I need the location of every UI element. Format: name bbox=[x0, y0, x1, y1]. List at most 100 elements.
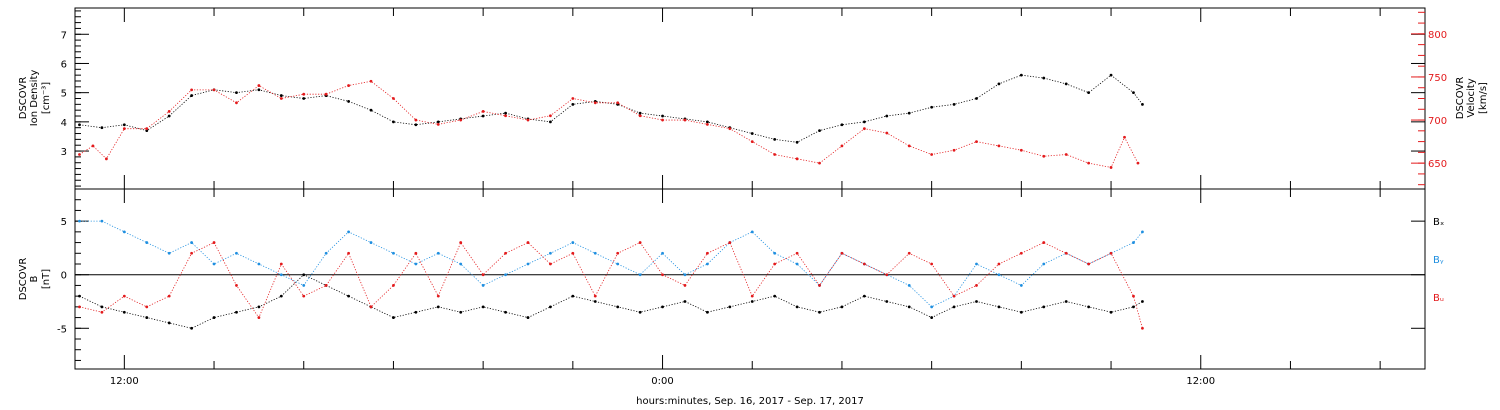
b-field-data-point bbox=[212, 316, 216, 319]
b-field-data-point bbox=[1087, 305, 1091, 309]
b-ylabel-line-2: B bbox=[29, 275, 40, 282]
density-data-point bbox=[818, 129, 821, 133]
velocity-data-point bbox=[1019, 148, 1023, 152]
panel-1-series bbox=[78, 73, 1144, 169]
density-data-point bbox=[1109, 73, 1113, 77]
b-field-data-point bbox=[840, 251, 844, 255]
b-field-data-point bbox=[167, 294, 171, 298]
density-data-point bbox=[549, 120, 552, 124]
b-field-data-point bbox=[257, 305, 261, 309]
density-data-point bbox=[975, 97, 978, 100]
b-field-data-point bbox=[616, 305, 620, 309]
b-field-data-point bbox=[997, 262, 1001, 266]
velocity-data-point bbox=[1123, 135, 1126, 139]
density-data-point bbox=[907, 111, 911, 115]
b-field-data-point bbox=[459, 241, 463, 244]
density-data-point bbox=[840, 123, 844, 127]
density-data-point bbox=[705, 120, 709, 124]
b-field-data-point bbox=[481, 284, 485, 287]
b-field-data-point bbox=[795, 251, 799, 255]
density-data-point bbox=[347, 100, 350, 103]
b-field-data-point bbox=[212, 241, 216, 244]
velocity-y-tick-label: 750 bbox=[1428, 73, 1447, 84]
velocity-data-point bbox=[952, 148, 956, 152]
b-field-data-point bbox=[392, 251, 395, 255]
velocity-data-point bbox=[459, 118, 463, 122]
density-data-point bbox=[145, 129, 149, 133]
b-field-data-point bbox=[997, 305, 1001, 309]
velocity-data-point bbox=[661, 118, 664, 122]
b-y-tick-label: 5 bbox=[61, 217, 67, 228]
b-field-data-point bbox=[347, 251, 350, 255]
b-field-data-point bbox=[279, 294, 283, 298]
b-field-data-point bbox=[862, 262, 866, 266]
b-field-data-point bbox=[750, 294, 754, 298]
b-field-data-point bbox=[885, 300, 889, 303]
x-tick-label: 12:00 bbox=[110, 376, 139, 387]
density-data-point bbox=[952, 102, 956, 106]
b-field-data-point bbox=[100, 305, 104, 309]
b-field-data-point bbox=[616, 262, 620, 266]
density-series-trace bbox=[79, 74, 1143, 143]
b-ylabel-line-1: DSCOVR bbox=[18, 258, 29, 301]
legend-bz: Bᵤ bbox=[1433, 293, 1444, 304]
velocity-data-point bbox=[190, 88, 194, 92]
b-field-data-point bbox=[661, 273, 664, 277]
b-field-data-point bbox=[122, 294, 126, 298]
density-y-axis: 3 4 5 6 7 bbox=[61, 10, 1425, 187]
panel-1-x-ticks bbox=[123, 8, 1381, 189]
velocity-data-point bbox=[862, 127, 866, 131]
b-field-data-point bbox=[481, 273, 485, 277]
b-field-data-point bbox=[1019, 310, 1023, 314]
b-field-data-point bbox=[1042, 262, 1046, 266]
density-data-point bbox=[862, 120, 866, 124]
b-field-data-point bbox=[1109, 310, 1113, 314]
b-field-data-point bbox=[235, 284, 238, 287]
b-field-data-point bbox=[683, 300, 687, 303]
b-field-data-point bbox=[705, 310, 709, 314]
b-field-data-point bbox=[885, 273, 889, 277]
b-field-data-point bbox=[728, 305, 732, 309]
velocity-data-point bbox=[795, 157, 799, 161]
density-ylabel-line-2: Ion Density bbox=[29, 70, 40, 127]
density-data-point bbox=[885, 114, 889, 118]
density-data-point bbox=[1019, 73, 1023, 77]
b-field-data-point bbox=[1132, 305, 1135, 309]
b-field-data-point bbox=[414, 262, 418, 266]
b-field-data-point bbox=[818, 310, 821, 314]
b-field-series-trace bbox=[79, 220, 1143, 308]
density-data-point bbox=[481, 114, 485, 118]
density-data-point bbox=[773, 137, 777, 141]
velocity-data-point bbox=[571, 97, 575, 100]
b-field-data-point bbox=[414, 251, 418, 255]
b-field-data-point bbox=[952, 305, 956, 309]
b-field-data-point bbox=[818, 284, 821, 287]
density-y-tick-label: 6 bbox=[61, 59, 67, 70]
b-field-data-point bbox=[436, 251, 440, 255]
velocity-data-point bbox=[145, 127, 149, 131]
b-field-data-point bbox=[279, 262, 283, 266]
b-field-data-point bbox=[279, 273, 283, 277]
velocity-data-point bbox=[705, 122, 709, 126]
b-field-series-trace bbox=[79, 274, 1143, 329]
velocity-data-point bbox=[235, 101, 238, 105]
density-data-point bbox=[638, 111, 642, 115]
density-y-tick-label: 4 bbox=[61, 118, 67, 129]
velocity-data-point bbox=[78, 153, 81, 156]
density-data-point bbox=[369, 108, 373, 112]
density-data-point bbox=[504, 111, 507, 115]
b-field-series-trace bbox=[79, 241, 1143, 329]
b-field-data-point bbox=[997, 273, 1001, 277]
velocity-data-point bbox=[683, 118, 687, 122]
b-field-data-point bbox=[750, 300, 754, 303]
density-data-point bbox=[414, 123, 418, 127]
panel-2-frame bbox=[74, 188, 1426, 370]
b-field-data-point bbox=[122, 230, 126, 234]
velocity-data-point bbox=[1042, 154, 1046, 158]
density-series-0 bbox=[78, 73, 1144, 144]
b-field-data-point bbox=[481, 305, 485, 309]
b-field-data-point bbox=[436, 294, 440, 298]
b-field-data-point bbox=[1132, 294, 1135, 298]
b-field-data-point bbox=[324, 284, 328, 287]
density-data-point bbox=[997, 82, 1001, 86]
